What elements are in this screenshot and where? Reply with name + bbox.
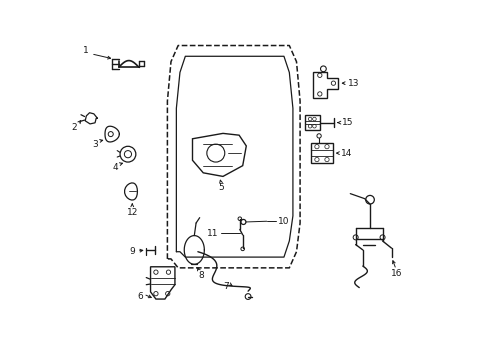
Text: 5: 5 (218, 183, 224, 192)
Text: 13: 13 (347, 79, 359, 88)
Text: 12: 12 (126, 208, 138, 217)
Text: 7: 7 (223, 282, 228, 291)
Text: 4: 4 (112, 163, 118, 172)
Text: 2: 2 (71, 123, 77, 132)
Text: 1: 1 (83, 46, 89, 55)
Text: 9: 9 (129, 247, 135, 256)
Text: 6: 6 (137, 292, 142, 301)
Text: 10: 10 (277, 217, 289, 226)
Text: 3: 3 (92, 140, 98, 149)
Text: 15: 15 (341, 118, 353, 127)
Text: 14: 14 (341, 149, 352, 158)
Text: 16: 16 (390, 269, 402, 278)
Text: 8: 8 (198, 271, 204, 280)
Text: 11: 11 (207, 229, 218, 238)
